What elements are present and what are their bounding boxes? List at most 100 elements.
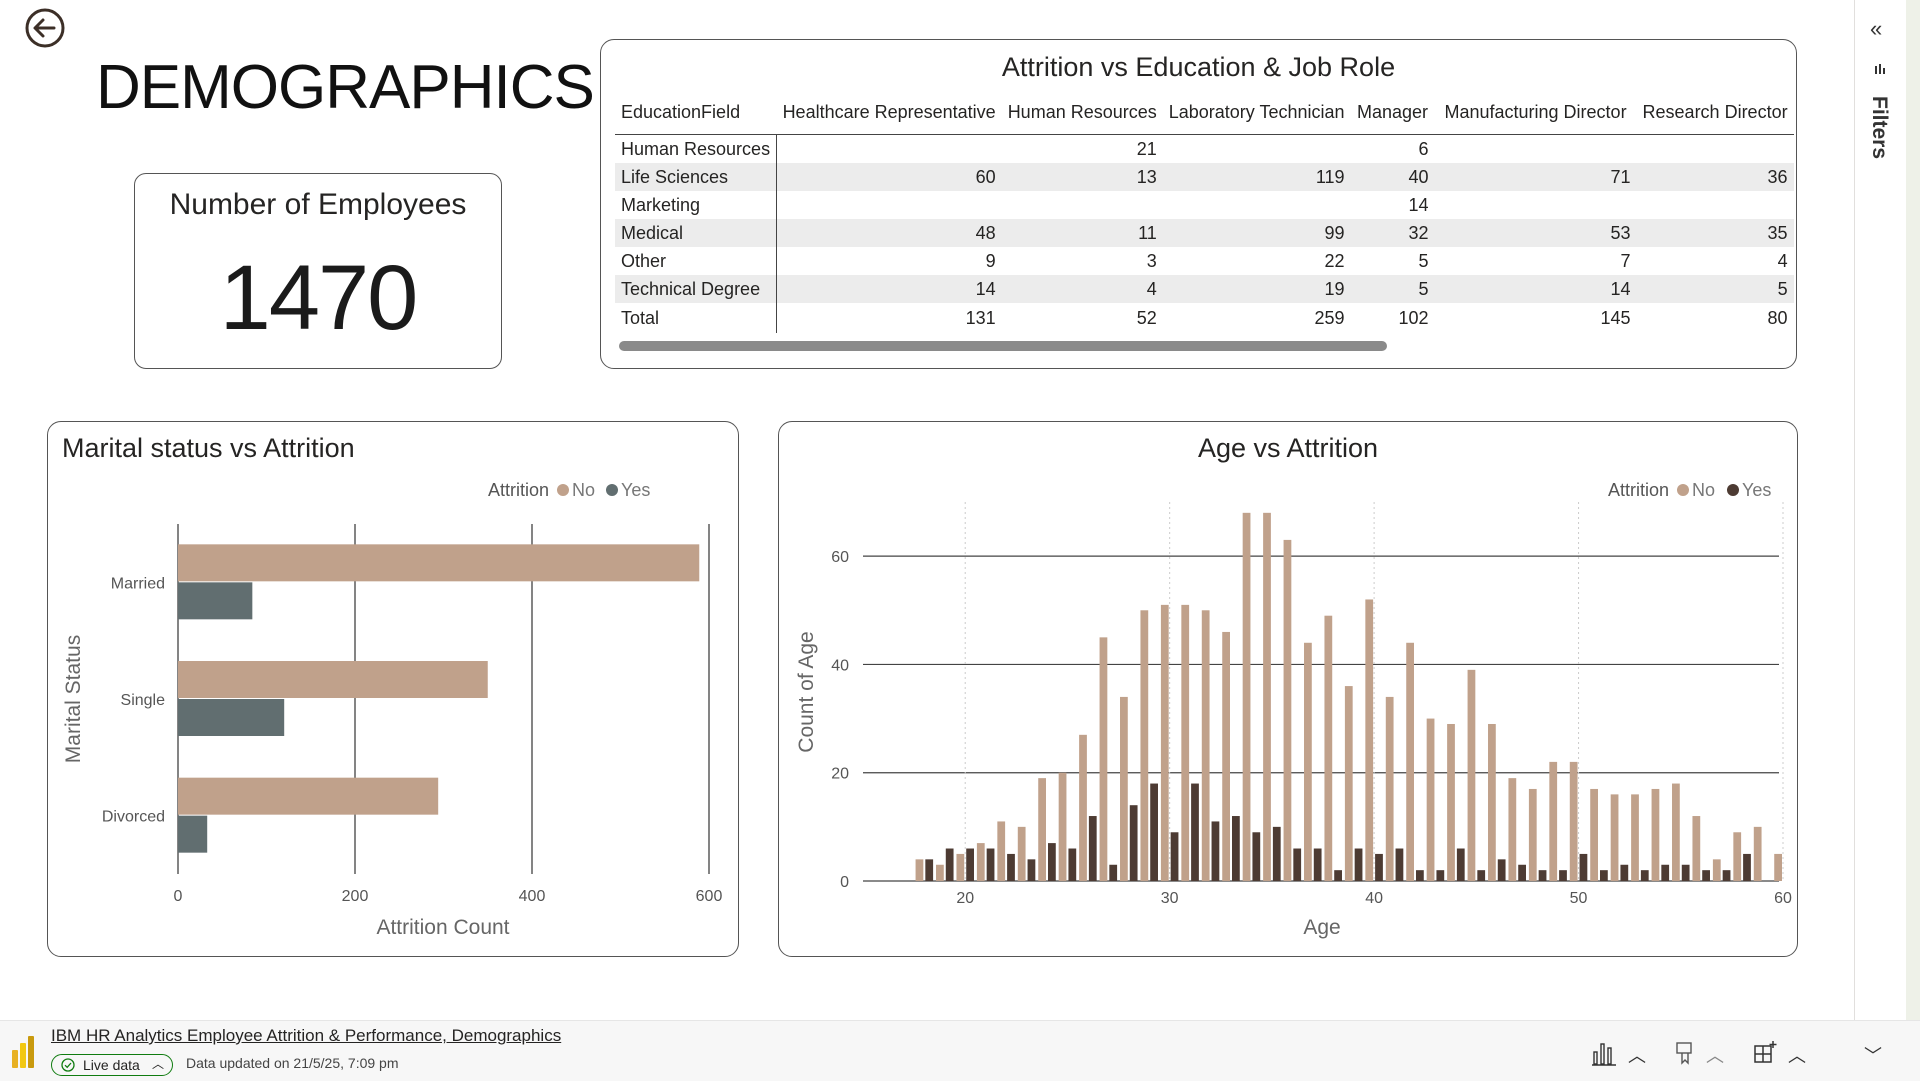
bar-yes (1620, 864, 1629, 881)
bar-chart-icon[interactable] (1592, 1040, 1618, 1066)
matrix-row[interactable]: Human Resources 21 6 (615, 134, 1794, 164)
matrix-header-row: EducationField Healthcare Representative… (615, 90, 1794, 135)
bar-yes (1048, 843, 1056, 881)
bar-no (1242, 512, 1251, 881)
bar-no (1344, 686, 1353, 881)
bar-no (1058, 772, 1067, 881)
bar-yes (1661, 864, 1670, 881)
x-tick-label: 600 (696, 888, 723, 905)
legend-label-yes: Yes (1742, 480, 1771, 500)
matrix-cell (1435, 191, 1637, 219)
legend-label-no: No (1692, 480, 1715, 500)
legend-title: Attrition (1608, 480, 1669, 500)
back-button[interactable] (24, 7, 66, 49)
matrix-col-header[interactable]: Research Director (1636, 90, 1794, 135)
matrix-cell: 6 (1418, 138, 1429, 159)
bar-no (1099, 637, 1108, 881)
bar-yes (1743, 853, 1751, 881)
marital-attrition-chart: Attrition No Yes 0 200 400 600 Married Single Div… (62, 480, 723, 939)
bar-yes (1191, 783, 1199, 881)
bar-no (976, 843, 985, 881)
matrix-col-header[interactable]: Laboratory Technician (1162, 90, 1351, 135)
bar-no (1488, 723, 1496, 881)
matrix-col-header[interactable]: Manufacturing Director (1434, 90, 1637, 135)
matrix-cell: 9 (985, 250, 996, 271)
x-tick-label: 50 (1570, 890, 1588, 907)
bar-yes (1600, 870, 1608, 881)
bar-yes (1129, 805, 1138, 881)
matrix-title: Attrition vs Education & Job Role (1001, 52, 1396, 82)
bar-no (1712, 859, 1721, 881)
bar-yes (1109, 864, 1118, 881)
bar-no (1590, 788, 1598, 881)
matrix-col-header[interactable]: EducationField (615, 90, 777, 135)
chevron-down-icon[interactable]: ﹀ (1864, 1046, 1882, 1066)
bar-yes (1007, 853, 1015, 881)
bar-yes (1436, 870, 1445, 881)
bar-no (1140, 610, 1149, 881)
expand-pane-icon[interactable]: « (1870, 16, 1883, 41)
bar-no (1672, 783, 1680, 881)
chart-title: Marital status vs Attrition (62, 433, 355, 463)
marital-attrition-chart-card[interactable]: Marital status vs Attrition Attrition No Y… (47, 421, 739, 957)
matrix-cell: 4 (1001, 275, 1163, 303)
legend-marker-yes (606, 484, 618, 496)
filters-toggle[interactable]: Filters (1860, 96, 1900, 176)
bar-no (178, 661, 488, 698)
matrix-cell (1002, 191, 1163, 219)
bar-yes (1416, 870, 1424, 881)
matrix-row[interactable]: Other 9 3 22 5 7 4 (615, 247, 1794, 275)
matrix-total-row[interactable]: Total 131 52 259 102 145 80 (615, 303, 1794, 333)
kpi-title: Number of Employees (169, 188, 467, 221)
live-data-badge[interactable]: Live data ︿ (51, 1054, 173, 1076)
matrix-cell: 7 (1620, 250, 1631, 271)
bar-no (1079, 734, 1087, 881)
x-tick-label: 40 (1365, 890, 1383, 907)
employee-count-card[interactable]: Number of Employees 1470 (134, 173, 502, 369)
bar-yes (1640, 870, 1649, 881)
bar-yes (1252, 832, 1261, 881)
matrix-cell: 32 (1350, 219, 1435, 247)
matrix-total-cell: 80 (1767, 307, 1788, 328)
matrix-col-header[interactable]: Human Resources (1001, 90, 1163, 135)
matrix-col-header[interactable]: Manager (1350, 90, 1435, 135)
bookmark-icon[interactable] (1674, 1040, 1696, 1066)
matrix-row[interactable]: Life Sciences 60 13 119 40 71 36 (615, 163, 1794, 191)
matrix-row[interactable]: Technical Degree 14 4 19 5 14 5 (615, 275, 1794, 303)
bar-yes (178, 699, 285, 736)
education-jobrole-matrix-card[interactable]: Attrition vs Education & Job Role Educat… (600, 39, 1797, 369)
y-tick-label: Single (121, 692, 166, 709)
matrix-row-header: Technical Degree (615, 275, 778, 303)
matrix-cell: 11 (1001, 219, 1163, 247)
age-attrition-chart-card[interactable]: Age vs Attrition Attrition No Yes 0 20 40 60 20… (778, 421, 1798, 957)
matrix-cell: 14 (776, 275, 1002, 303)
matrix-col-header[interactable]: Healthcare Representative (776, 90, 1002, 135)
add-page-icon[interactable] (1752, 1040, 1778, 1066)
chevron-up-icon[interactable]: ︿ (1628, 1046, 1646, 1066)
matrix-row[interactable]: Marketing 14 (615, 191, 1794, 219)
matrix-horizontal-scrollbar[interactable] (619, 341, 1387, 351)
chevron-up-icon[interactable]: ︿ (1788, 1046, 1806, 1066)
legend-marker-no (1677, 484, 1689, 496)
matrix-row-header: Human Resources (615, 134, 778, 163)
bar-yes (945, 848, 954, 881)
x-tick-label: 400 (519, 888, 546, 905)
bar-no (1385, 696, 1394, 881)
filter-icon[interactable] (1873, 62, 1887, 76)
legend-title: Attrition (488, 480, 549, 500)
chevron-up-icon[interactable]: ︿ (1706, 1046, 1724, 1066)
bar-no (1406, 642, 1414, 881)
matrix-cell (1163, 135, 1351, 164)
matrix-total-cell: 131 (965, 307, 996, 328)
matrix-cell: 14 (1434, 275, 1637, 303)
x-tick-label: 30 (1161, 890, 1179, 907)
bar-no (1304, 642, 1312, 881)
matrix-cell: 35 (1636, 219, 1794, 247)
matrix-cell: 3 (1146, 250, 1157, 271)
bar-no (956, 853, 965, 881)
bar-yes (1375, 853, 1383, 881)
matrix-row[interactable]: Medical 48 11 99 32 53 35 (615, 219, 1794, 247)
attrition-matrix: EducationField Healthcare Representative… (615, 90, 1794, 333)
report-title-link[interactable]: IBM HR Analytics Employee Attrition & Pe… (51, 1026, 562, 1045)
matrix-cell (1637, 135, 1794, 164)
